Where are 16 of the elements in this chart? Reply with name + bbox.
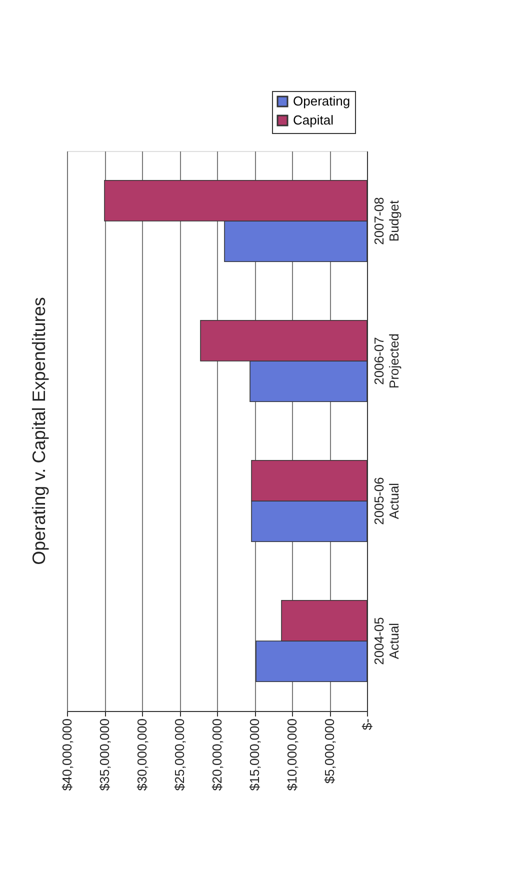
y-tick-label: 2005-06 Actual xyxy=(372,477,402,525)
x-tick-label: $25,000,000 xyxy=(172,718,187,791)
x-tick-label: $20,000,000 xyxy=(210,718,224,791)
y-tick-label: 2004-05 Actual xyxy=(372,617,402,665)
x-tick-label: $15,000,000 xyxy=(247,718,262,791)
legend-label: Capital xyxy=(293,112,334,128)
x-tick-label: $30,000,000 xyxy=(134,718,150,791)
x-tick-label: $- xyxy=(360,718,374,730)
x-tick-label: $10,000,000 xyxy=(284,718,300,791)
x-tick-label: $35,000,000 xyxy=(97,718,112,791)
y-tick-label: 2007-08 Budget xyxy=(372,197,402,245)
x-tick-label: $40,000,000 xyxy=(60,718,74,791)
x-tick-label: $5,000,000 xyxy=(322,718,337,784)
legend-label: Operating xyxy=(293,94,350,108)
y-tick-label: 2006-07 Projected xyxy=(372,334,402,388)
text: Operating v. Capital Expenditures xyxy=(29,297,49,565)
